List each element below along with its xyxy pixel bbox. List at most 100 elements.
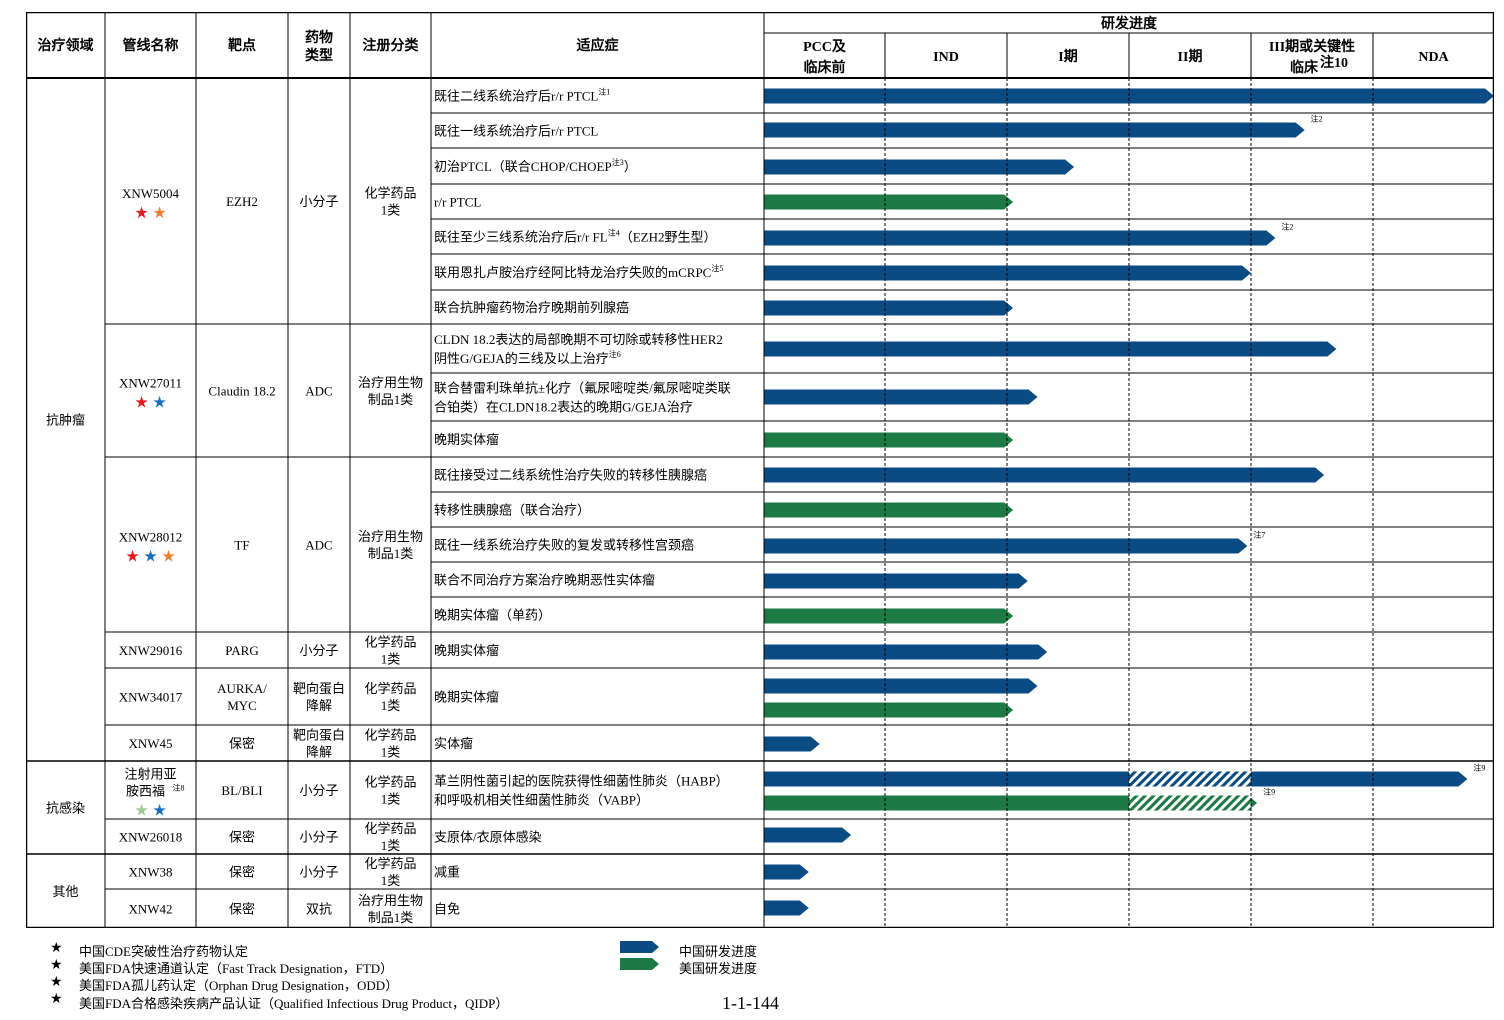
indication-text: 既往至少三线系统治疗后r/r FL xyxy=(434,230,608,245)
indication-text: 晚期实体瘤 xyxy=(434,690,499,705)
header-stage: I期 xyxy=(1058,49,1077,65)
china-progress-bar xyxy=(764,230,1276,246)
legend-us-progress-label: 美国研发进度 xyxy=(679,961,758,976)
pipeline-name: XNW27011 xyxy=(119,376,182,391)
orange-star-icon: ★ xyxy=(161,549,175,566)
indication-text: 革兰阴性菌引起的医院获得性细菌性肺炎（HABP） xyxy=(434,774,729,789)
target-label: TF xyxy=(234,538,249,553)
indication-label: 减重 xyxy=(434,865,460,880)
china-progress-bar xyxy=(764,341,1337,357)
legend-china-progress-label: 中国研发进度 xyxy=(679,944,758,959)
header-stage-note: 注10 xyxy=(1320,54,1348,71)
orange-star-icon: ★ xyxy=(152,205,166,222)
indication-text: 既往一线系统治疗失败的复发或转移性宫颈癌 xyxy=(434,538,694,553)
header-area: 治疗领域 xyxy=(38,37,94,54)
china-progress-bar xyxy=(764,389,1038,405)
china-progress-bar xyxy=(764,573,1028,589)
blue-star-icon: ★ xyxy=(152,395,166,412)
china-progress-legend-arrow xyxy=(620,941,659,953)
us-progress-bar xyxy=(764,702,1014,718)
bar-note: 注9 xyxy=(1263,787,1275,797)
header-indication: 适应症 xyxy=(577,37,619,54)
header-pipeline: 管线名称 xyxy=(123,37,179,54)
registration-label: 1类 xyxy=(381,698,401,713)
red-star-icon: ★ xyxy=(125,549,139,566)
light-green-star-icon: ★ xyxy=(50,992,63,1007)
legend-blue-star-label: 美国FDA快速通道认定（Fast Track Designation，FTD） xyxy=(79,961,394,976)
china-progress-bar xyxy=(764,467,1325,483)
pipeline-name: XNW5004 xyxy=(122,186,180,201)
blue-star-icon: ★ xyxy=(50,958,63,973)
drug-type-label: 小分子 xyxy=(299,783,338,798)
indication-text: 合铂类）在CLDN18.2表达的晚期G/GEJA治疗 xyxy=(434,400,693,415)
indication-text: 联合替雷利珠单抗±化疗（氟尿嘧啶类/氟尿嘧啶类联 xyxy=(434,381,731,396)
drug-type-label: 小分子 xyxy=(299,643,338,658)
indication-label: 革兰阴性菌引起的医院获得性细菌性肺炎（HABP） xyxy=(434,774,729,789)
indication-text: 阴性G/GEJA的三线及以上治疗 xyxy=(434,351,609,366)
indication-label: 晚期实体瘤 xyxy=(434,643,499,658)
legend-red-star-label: 中国CDE突破性治疗药物认定 xyxy=(79,944,249,959)
indication-text: 晚期实体瘤 xyxy=(434,643,499,658)
indication-text: 减重 xyxy=(434,865,460,880)
indication-label: 既往接受过二线系统性治疗失败的转移性胰腺癌 xyxy=(434,468,707,483)
bar-note: 注9 xyxy=(1473,763,1485,773)
orange-star-icon: ★ xyxy=(50,975,63,990)
china-progress-bar xyxy=(764,159,1075,175)
indication-label: 自免 xyxy=(434,902,460,917)
indication-text: 既往二线系统治疗后r/r PTCL xyxy=(434,89,598,104)
pipeline-name: XNW26018 xyxy=(119,830,183,845)
pipeline-name: 注射用亚 xyxy=(124,767,176,782)
us-progress-bar xyxy=(764,432,1014,448)
note-superscript: 注1 xyxy=(598,87,610,97)
registration-label: 化学药品 xyxy=(364,681,416,696)
pipeline-name: 胺西福 xyxy=(126,784,165,799)
indication-text: 晚期实体瘤 xyxy=(434,432,499,447)
pipeline-name: XNW38 xyxy=(128,865,172,880)
indication-label: 晚期实体瘤 xyxy=(434,432,499,447)
indication-text: 既往接受过二线系统性治疗失败的转移性胰腺癌 xyxy=(434,468,707,483)
indication-text: 初治PTCL（联合CHOP/CHOEP xyxy=(434,159,612,174)
indication-label: 既往二线系统治疗后r/r PTCL注1 xyxy=(434,87,610,104)
us-progress-bar xyxy=(764,194,1014,210)
bar-note: 注7 xyxy=(1253,530,1265,540)
indication-label: 支原体/衣原体感染 xyxy=(434,830,542,845)
china-progress-bar xyxy=(764,122,1305,138)
red-star-icon: ★ xyxy=(134,395,148,412)
us-progress-bar xyxy=(764,502,1014,518)
registration-label: 1类 xyxy=(381,745,401,760)
registration-label: 治疗用生物 xyxy=(358,375,423,390)
drug-type-label: 双抗 xyxy=(306,902,332,917)
registration-label: 治疗用生物 xyxy=(358,893,423,908)
target-label: PARG xyxy=(225,643,258,658)
indication-label: CLDN 18.2表达的局部晚期不可切除或转移性HER2 xyxy=(434,332,723,347)
registration-label: 1类 xyxy=(381,838,401,853)
header-registration: 注册分类 xyxy=(363,37,420,54)
target-label: EZH2 xyxy=(226,194,258,209)
china-progress-bar xyxy=(764,771,1468,787)
us-progress-bar xyxy=(764,795,1258,811)
registration-label: 制品1类 xyxy=(368,910,414,925)
blue-star-icon: ★ xyxy=(143,549,157,566)
header-stage: IND xyxy=(933,50,959,65)
blue-star-icon: ★ xyxy=(152,803,166,820)
us-progress-legend-arrow xyxy=(620,958,659,970)
note-superscript: 注3 xyxy=(612,157,624,167)
header-progress: 研发进度 xyxy=(1101,15,1158,32)
indication-text: 转移性胰腺癌（联合治疗） xyxy=(434,503,590,518)
registration-label: 1类 xyxy=(381,203,401,218)
us-progress-bar xyxy=(764,608,1014,624)
drug-type-label: 靶向蛋白 xyxy=(293,728,345,743)
area-label: 其他 xyxy=(52,884,78,899)
note-superscript: 注6 xyxy=(609,349,621,359)
registration-label: 1类 xyxy=(381,792,401,807)
indication-text: 联合不同治疗方案治疗晚期恶性实体瘤 xyxy=(434,573,655,588)
indication-label: 联合抗肿瘤药物治疗晚期前列腺癌 xyxy=(434,300,629,315)
bar-note: 注2 xyxy=(1311,114,1323,124)
target-label: 保密 xyxy=(229,865,255,880)
drug-type-label: 降解 xyxy=(306,698,332,713)
registration-label: 1类 xyxy=(381,873,401,888)
lightgreen-star-icon: ★ xyxy=(134,803,148,820)
china-progress-bar xyxy=(764,736,820,752)
drug-type-label: 小分子 xyxy=(299,865,338,880)
indication-label: 晚期实体瘤（单药） xyxy=(434,608,551,623)
